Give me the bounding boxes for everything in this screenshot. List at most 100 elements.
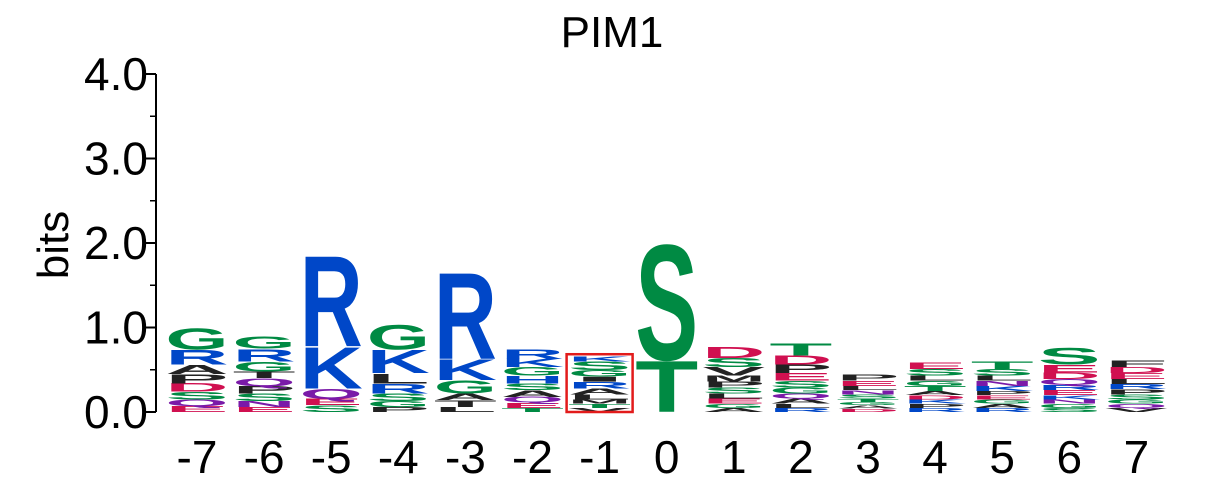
x-tick-label: -6 [244, 431, 285, 483]
logo-letter: R [568, 380, 631, 390]
logo-letter: P [165, 372, 228, 386]
logo-letter: S [971, 367, 1034, 378]
logo-letter: R [367, 381, 430, 397]
logo-letter: K [501, 357, 564, 370]
logo-letter: S [233, 392, 296, 404]
logo-letter: G [568, 368, 631, 378]
y-tick-label: 3.0 [84, 133, 148, 185]
logo-letter: G [501, 365, 564, 378]
logo-letter: K [300, 335, 363, 401]
logo-letter: Q [233, 376, 296, 388]
logo-letter: T [233, 370, 296, 381]
logo-letter: G [233, 333, 296, 353]
x-tick-label: -5 [311, 431, 352, 483]
logo-letter: S [367, 392, 430, 404]
logo-letter: G [233, 359, 296, 375]
logo-letter: R [300, 230, 363, 374]
logo-letter: E [904, 360, 967, 371]
logo-letter: G [166, 322, 229, 356]
logo-letter: R [166, 346, 229, 369]
logo-letter: I [568, 375, 631, 383]
logo-letter: E [1038, 389, 1101, 397]
logo-letter: N [1038, 398, 1101, 405]
logo-letter: E [1038, 363, 1101, 375]
logo-letter: A [904, 390, 967, 397]
y-tick-label: 4.0 [84, 48, 148, 100]
logo-letter: D [702, 344, 765, 361]
logo-letter: D [1038, 371, 1101, 381]
logo-letter: T [769, 339, 832, 359]
x-tick-label: 4 [922, 431, 948, 483]
logo-letter: S [904, 367, 967, 378]
logo-letter: L [837, 385, 900, 392]
logo-letter: Q [769, 392, 832, 400]
logo-letter: E [1105, 372, 1168, 381]
logo-letter: A [702, 407, 765, 414]
logo-letter: G [702, 403, 765, 410]
logo-letter: D [1105, 366, 1168, 375]
logo-letter: E [971, 394, 1034, 401]
logo-letter: G [904, 380, 967, 388]
logo-letter: V [702, 365, 765, 378]
highlight-box [565, 352, 634, 414]
logo-letter: K [367, 343, 430, 380]
logo-letter: P [367, 406, 430, 414]
logo-letter: L [702, 392, 765, 400]
logo-letter: D [837, 408, 900, 413]
logo-letter: S [836, 393, 899, 400]
logo-letter: P [1105, 388, 1168, 396]
logo-letter: S [702, 356, 765, 370]
logo-letter: E [501, 401, 564, 409]
logo-letter: M [568, 398, 631, 405]
logo-letter: E [702, 397, 765, 405]
logo-letter: A [971, 403, 1034, 410]
logo-letter: T [434, 398, 497, 409]
logo-letter: K [1038, 394, 1101, 401]
x-tick-label: 3 [855, 431, 881, 483]
logo-letter: R [1105, 383, 1168, 391]
logo-letter: R [904, 407, 967, 414]
logo-letter: G [971, 398, 1034, 405]
logo-letter: P [836, 373, 899, 382]
logo-letter: Q [1038, 378, 1101, 387]
logo-letter: Q [1105, 403, 1168, 410]
logo-letter: R [434, 247, 497, 386]
logo-letter: G [367, 318, 430, 358]
x-tick-label: -2 [512, 431, 553, 483]
logo-letter: T [837, 398, 900, 403]
x-tick-label: -1 [579, 431, 620, 483]
logo-letter: P [971, 390, 1034, 397]
logo-letter: L [904, 374, 967, 382]
logo-letter: A [434, 392, 497, 402]
x-tick-label: -3 [445, 431, 486, 483]
x-axis: -7 -6 -5 -4 -3 -2 -1 0 1 2 3 4 5 6 7 [177, 431, 1150, 483]
logo-letter: N [837, 389, 900, 396]
x-tick-label: 1 [721, 431, 747, 483]
x-tick-label: -7 [177, 431, 218, 483]
logo-letter: S [769, 379, 832, 390]
logo-letter: K [971, 385, 1034, 393]
logo-letter: T [904, 385, 967, 393]
logo-letter: R [971, 407, 1034, 414]
logo-letter: A [769, 397, 832, 405]
logo-letter: V [1105, 407, 1168, 414]
logo-letter: K [434, 353, 497, 386]
logo-letter: Q [166, 398, 229, 408]
logo-letter: G [367, 400, 430, 409]
logo-letter: A [568, 387, 631, 396]
logo-letter: S [501, 382, 564, 393]
x-tick-label: -4 [378, 431, 419, 483]
logo-letter: A [165, 363, 228, 377]
logo-letter: S [702, 386, 765, 395]
